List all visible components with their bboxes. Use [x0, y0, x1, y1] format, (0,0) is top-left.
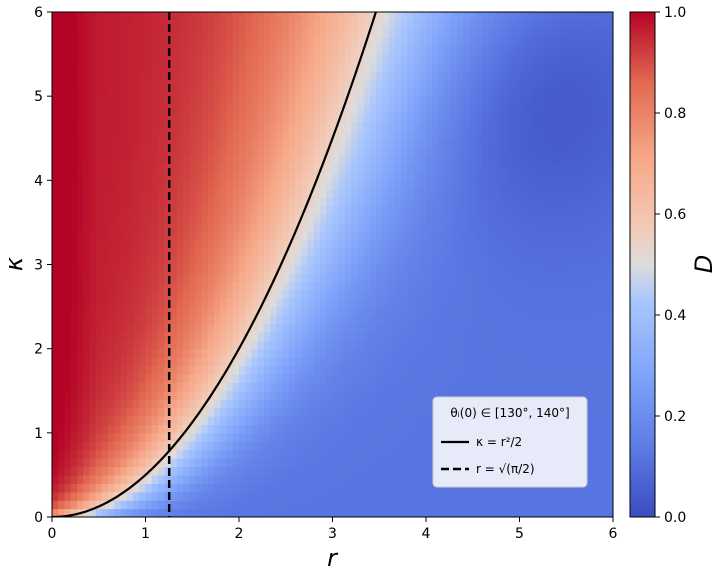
- colorbar-tick-label: 0.6: [664, 207, 686, 223]
- legend: θᵢ(0) ∈ [130°, 140°] κ = r²/2 r = √(π/2): [432, 396, 588, 488]
- x-tick-label: 5: [515, 526, 524, 542]
- colorbar-tick-label: 0.0: [664, 510, 686, 526]
- heatmap: [52, 12, 613, 517]
- colorbar: 0.0 0.2 0.4 0.6 0.8 1.0 D: [629, 5, 718, 526]
- y-tick-label: 6: [34, 5, 43, 21]
- y-tick-label: 2: [34, 342, 43, 358]
- legend-entry-parabola: κ = r²/2: [476, 435, 522, 449]
- x-axis: 0 1 2 3 4 5 6: [48, 517, 618, 542]
- x-tick-label: 4: [422, 526, 431, 542]
- y-tick-label: 1: [34, 426, 43, 442]
- y-axis: 0 1 2 3 4 5 6: [34, 5, 52, 526]
- y-tick-label: 0: [34, 510, 43, 526]
- legend-entry-vertical: r = √(π/2): [476, 462, 535, 476]
- legend-box: [432, 396, 588, 488]
- y-tick-label: 3: [34, 258, 43, 274]
- x-tick-label: 6: [609, 526, 618, 542]
- y-axis-label: κ: [0, 256, 28, 271]
- x-tick-label: 1: [141, 526, 150, 542]
- colorbar-gradient: [629, 11, 656, 518]
- y-tick-label: 5: [34, 89, 43, 105]
- x-tick-label: 0: [48, 526, 57, 542]
- x-tick-label: 2: [235, 526, 244, 542]
- x-tick-label: 3: [328, 526, 337, 542]
- x-axis-label: r: [327, 544, 339, 572]
- colorbar-tick-label: 0.2: [664, 409, 686, 425]
- y-tick-label: 4: [34, 173, 43, 189]
- colorbar-tick-label: 0.4: [664, 308, 686, 324]
- series-line-kappa-r2-over-2: [52, 12, 378, 517]
- colorbar-ticks: 0.0 0.2 0.4 0.6 0.8 1.0: [655, 5, 686, 526]
- colorbar-tick-label: 0.8: [664, 106, 686, 122]
- colorbar-label: D: [690, 255, 718, 273]
- colorbar-tick-label: 1.0: [664, 5, 686, 21]
- legend-title: θᵢ(0) ∈ [130°, 140°]: [450, 406, 569, 420]
